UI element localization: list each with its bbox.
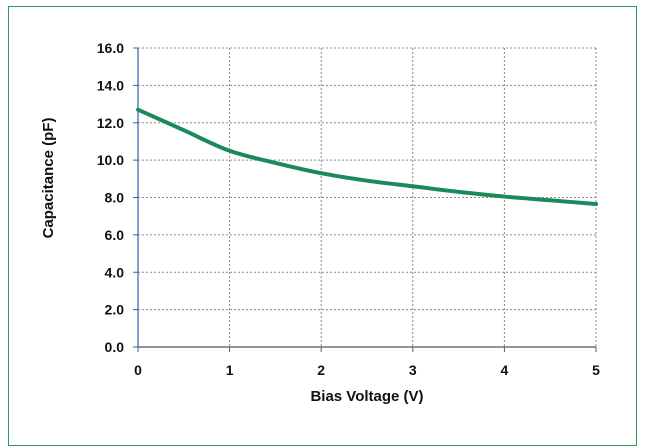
tick-labels: 0.0 2.0 4.0 6.0 8.0 10.0 12.0 14.0 16.0 0 1 2 3 4 5 bbox=[97, 40, 600, 378]
y-tick-label: 10.0 bbox=[97, 152, 124, 168]
y-tick-label: 16.0 bbox=[97, 40, 124, 56]
series-layer bbox=[138, 110, 596, 204]
y-tick-label: 0.0 bbox=[105, 339, 125, 355]
y-tick-label: 2.0 bbox=[105, 302, 125, 318]
series-line bbox=[138, 110, 596, 204]
y-tick-label: 12.0 bbox=[97, 115, 124, 131]
x-axis-label: Bias Voltage (V) bbox=[310, 388, 423, 405]
x-tick-label: 2 bbox=[317, 362, 325, 378]
y-tick-label: 8.0 bbox=[105, 190, 125, 206]
x-tick-label: 1 bbox=[226, 362, 234, 378]
x-tick-label: 5 bbox=[592, 362, 600, 378]
x-tick-label: 0 bbox=[134, 362, 142, 378]
x-tick-label: 4 bbox=[501, 362, 509, 378]
y-axis-label: Capacitance (pF) bbox=[40, 118, 57, 239]
x-tick-label: 3 bbox=[409, 362, 417, 378]
capacitance-chart: 0.0 2.0 4.0 6.0 8.0 10.0 12.0 14.0 16.0 0 1 2 3 4 5 Bi… bbox=[0, 0, 647, 436]
y-tick-label: 14.0 bbox=[97, 77, 124, 93]
y-tick-label: 6.0 bbox=[105, 227, 125, 243]
y-tick-label: 4.0 bbox=[105, 264, 125, 280]
